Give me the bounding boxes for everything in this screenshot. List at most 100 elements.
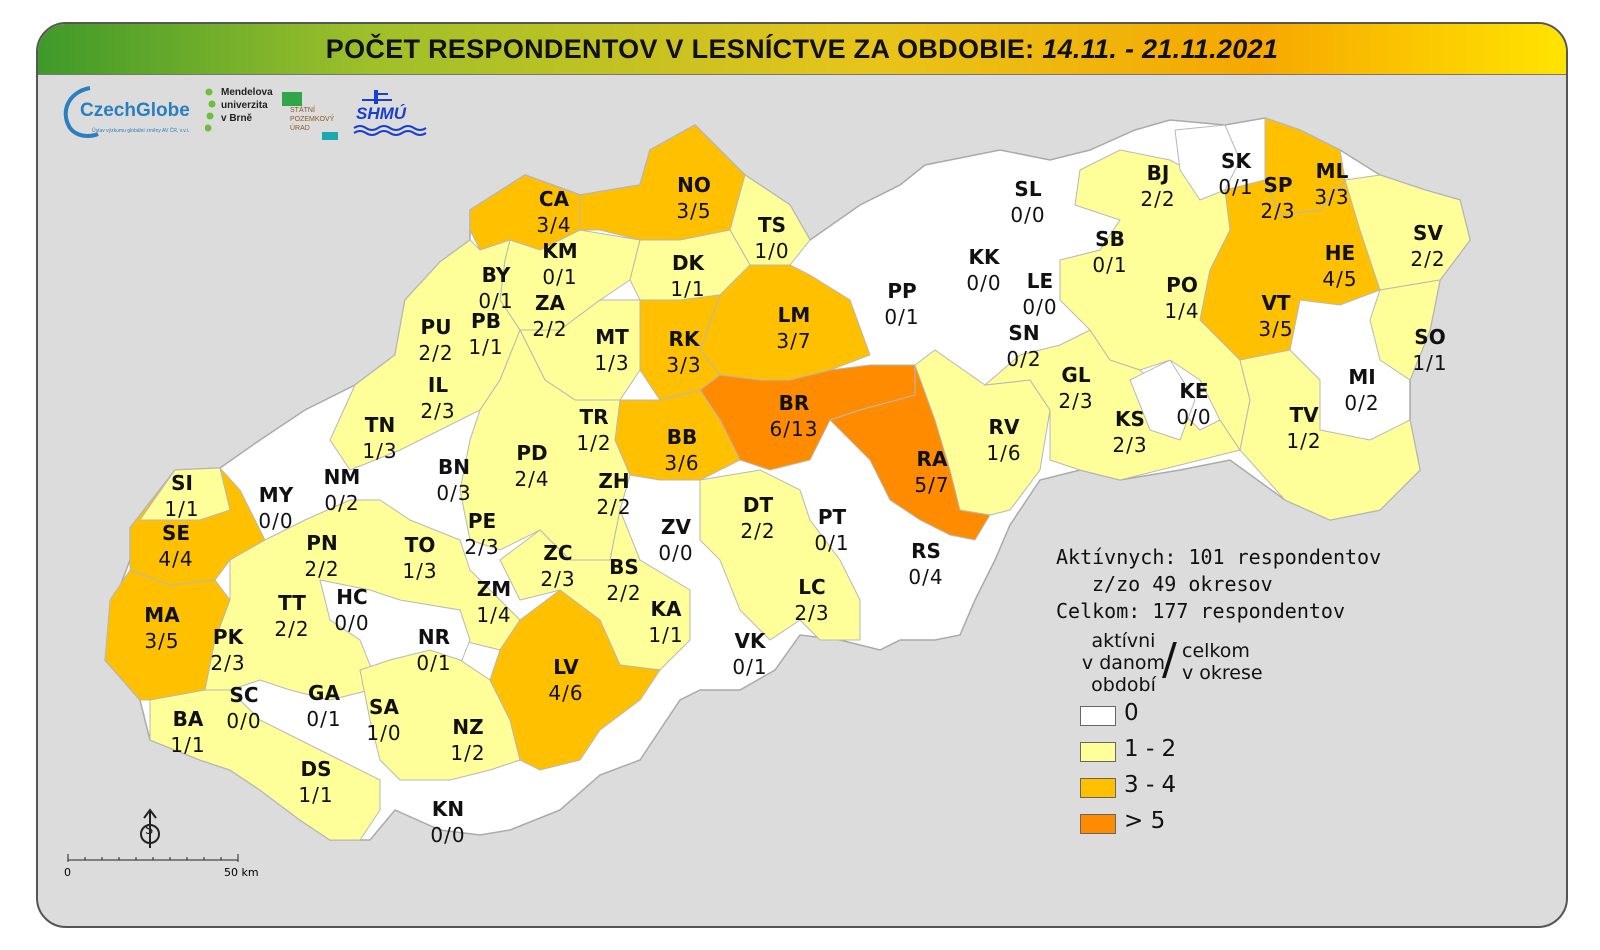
north-symbol: S xyxy=(145,823,154,838)
district-label-gl: GL 2/3 xyxy=(1058,363,1094,413)
stats-block: Aktívnych: 101 respondentov z/zo 49 okres… xyxy=(1056,544,1381,625)
district-label-ds: DS 1/1 xyxy=(298,757,334,807)
district-label-kk: KK 0/0 xyxy=(966,245,1002,295)
district-label-pn: PN 2/2 xyxy=(304,531,340,581)
mendel-logo: Mendelova univerzita v Brně xyxy=(205,84,285,140)
czechglobe-subtitle: Ústav výzkumu globální změny AV ČR, v.v.… xyxy=(92,128,190,134)
district-label-pt: PT 0/1 xyxy=(814,505,850,555)
czechglobe-name: CzechGlobe xyxy=(80,100,190,121)
legend-total-label: celkom v okrese xyxy=(1182,640,1263,684)
spu-mark-icon xyxy=(282,92,338,140)
mendel-line-2: univerzita xyxy=(221,100,268,111)
district-label-ga: GA 0/1 xyxy=(306,681,342,731)
district-label-bs: BS 2/2 xyxy=(606,555,642,605)
district-label-pd: PD 2/4 xyxy=(514,441,550,491)
district-label-nz: NZ 1/2 xyxy=(450,715,486,765)
district-area-sv xyxy=(1344,174,1471,291)
district-label-zm: ZM 1/4 xyxy=(476,577,512,627)
district-label-sp: SP 2/3 xyxy=(1260,173,1296,223)
district-label-tr: TR 1/2 xyxy=(576,405,612,455)
shmu-logo: SHMÚ xyxy=(352,88,442,138)
mendel-dots-icon xyxy=(205,88,216,132)
district-label-my: MY 0/0 xyxy=(258,483,294,533)
district-label-nm: NM 0/2 xyxy=(323,465,361,515)
legend-swatch-0 xyxy=(1080,706,1116,726)
district-label-ca: CA 3/4 xyxy=(536,187,572,237)
district-label-sb: SB 0/1 xyxy=(1092,227,1128,277)
district-label-pb: PB 1/1 xyxy=(468,309,504,359)
scale-end-label: 50 km xyxy=(224,866,259,879)
district-label-mt: MT 1/3 xyxy=(594,325,630,375)
district-label-lm: LM 3/7 xyxy=(776,303,812,353)
district-label-bj: BJ 2/2 xyxy=(1140,161,1176,211)
north-arrow-icon: S xyxy=(134,808,166,856)
district-label-il: IL 2/3 xyxy=(420,373,456,423)
district-label-ra: RA 5/7 xyxy=(914,447,950,497)
district-label-po: PO 1/4 xyxy=(1164,273,1200,323)
district-label-za: ZA 2/2 xyxy=(532,291,568,341)
district-label-lc: LC 2/3 xyxy=(794,575,830,625)
district-label-ka: KA 1/1 xyxy=(648,597,684,647)
district-area-si xyxy=(139,467,231,521)
spu-logo: STÁTNÍ POZEMKOVÝ ÚRAD xyxy=(280,90,350,146)
czechglobe-swoosh-icon xyxy=(63,86,99,138)
district-label-bn: BN 0/3 xyxy=(436,455,472,505)
district-area-south-yellow xyxy=(149,689,381,841)
district-area-zc-bs-ka xyxy=(499,508,691,671)
district-label-zh: ZH 2/2 xyxy=(596,469,632,519)
district-label-ba: BA 1/1 xyxy=(170,707,206,757)
district-label-dk: DK 1/1 xyxy=(670,251,706,301)
district-label-pk: PK 2/3 xyxy=(210,625,246,675)
district-label-he: HE 4/5 xyxy=(1322,241,1358,291)
title-date: 14.11. - 21.11.2021 xyxy=(1042,34,1279,64)
district-label-sk: SK 0/1 xyxy=(1218,149,1254,199)
district-label-tn: TN 1/3 xyxy=(362,413,398,463)
shmu-name: SHMÚ xyxy=(356,104,407,123)
district-label-sl: SL 0/0 xyxy=(1010,177,1046,227)
district-label-no: NO 3/5 xyxy=(676,173,712,223)
district-label-rk: RK 3/3 xyxy=(666,327,702,377)
spu-line-2: POZEMKOVÝ xyxy=(290,116,335,123)
district-label-sc: SC 0/0 xyxy=(226,683,262,733)
mendel-line-3: v Brně xyxy=(221,113,253,124)
district-label-by: BY 0/1 xyxy=(478,263,514,313)
stats-active: Aktívnych: 101 respondentov xyxy=(1056,545,1382,569)
district-label-se: SE 4/4 xyxy=(158,521,194,571)
district-label-so: SO 1/1 xyxy=(1412,325,1448,375)
district-label-dt: DT 2/2 xyxy=(740,493,776,543)
legend-swatch-5 xyxy=(1080,814,1116,834)
district-label-vk: VK 0/1 xyxy=(732,629,768,679)
district-label-zv: ZV 0/0 xyxy=(658,515,694,565)
legend-swatch-3-4 xyxy=(1080,778,1116,798)
map-title: POČET RESPONDENTOV V LESNÍCTVE ZA OBDOBI… xyxy=(325,34,1279,64)
district-label-pu: PU 2/2 xyxy=(418,315,454,365)
district-area-he-vt xyxy=(1199,179,1381,361)
district-label-sa: SA 1/0 xyxy=(366,695,402,745)
district-label-bb: BB 3/6 xyxy=(664,425,700,475)
spu-line-1: STÁTNÍ xyxy=(290,107,315,114)
czechglobe-logo: CzechGlobe Ústav výzkumu globální změny … xyxy=(60,82,200,142)
district-label-ke: KE 0/0 xyxy=(1176,379,1212,429)
district-area-lv xyxy=(489,589,661,771)
mendel-line-1: Mendelova xyxy=(221,87,273,98)
district-area-so xyxy=(1369,279,1441,381)
district-label-rs: RS 0/4 xyxy=(908,539,944,589)
district-area-rv xyxy=(914,349,1051,516)
legend-active-label: aktívni v danom období xyxy=(1081,630,1166,696)
legend-slash: / xyxy=(1162,634,1177,685)
district-area-dt-lc xyxy=(699,469,861,641)
stats-total: Celkom: 177 respondentov xyxy=(1056,599,1345,623)
district-label-br: BR 6/13 xyxy=(769,391,819,441)
district-label-pp: PP 0/1 xyxy=(884,279,920,329)
district-label-ml: ML 3/3 xyxy=(1314,159,1350,209)
district-label-tv: TV 1/2 xyxy=(1286,403,1322,453)
district-label-nr: NR 0/1 xyxy=(416,625,452,675)
district-label-rv: RV 1/6 xyxy=(986,415,1022,465)
district-label-hc: HC 0/0 xyxy=(334,585,370,635)
stats-districts: z/zo 49 okresov xyxy=(1092,572,1273,596)
district-label-zc: ZC 2/3 xyxy=(540,541,576,591)
district-label-ks: KS 2/3 xyxy=(1112,407,1148,457)
district-label-lv: LV 4/6 xyxy=(548,655,584,705)
district-label-vt: VT 3/5 xyxy=(1258,291,1294,341)
